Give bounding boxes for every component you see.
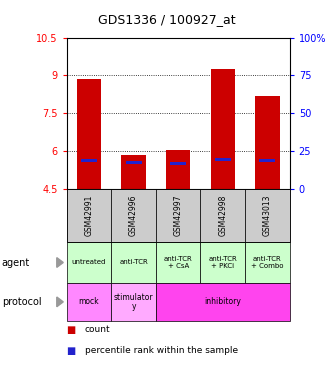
Bar — [166, 150, 190, 189]
Text: GSM43013: GSM43013 — [263, 195, 272, 236]
Text: ■: ■ — [67, 346, 76, 355]
Bar — [81, 159, 97, 162]
Text: anti-TCR: anti-TCR — [119, 260, 148, 266]
Text: inhibitory: inhibitory — [204, 297, 241, 306]
Text: untreated: untreated — [72, 260, 106, 266]
Bar — [215, 158, 231, 161]
Text: anti-TCR
+ CsA: anti-TCR + CsA — [164, 256, 192, 269]
Polygon shape — [57, 258, 63, 267]
Text: anti-TCR
+ PKCi: anti-TCR + PKCi — [208, 256, 237, 269]
Polygon shape — [57, 297, 63, 307]
Bar — [77, 79, 101, 189]
Text: stimulator
y: stimulator y — [114, 292, 153, 311]
Bar — [121, 155, 146, 189]
Text: GSM42996: GSM42996 — [129, 195, 138, 236]
Text: GSM42998: GSM42998 — [218, 195, 227, 236]
Text: GSM42997: GSM42997 — [173, 195, 183, 236]
Text: count: count — [85, 326, 111, 334]
Text: mock: mock — [79, 297, 99, 306]
Text: percentile rank within the sample: percentile rank within the sample — [85, 346, 238, 355]
Text: anti-TCR
+ Combo: anti-TCR + Combo — [251, 256, 284, 269]
Text: GSM42991: GSM42991 — [84, 195, 94, 236]
Bar — [259, 159, 275, 162]
Text: ■: ■ — [67, 325, 76, 335]
Text: agent: agent — [2, 258, 30, 267]
Text: protocol: protocol — [2, 297, 41, 307]
Bar — [255, 96, 280, 189]
Bar — [170, 162, 186, 165]
Text: GDS1336 / 100927_at: GDS1336 / 100927_at — [98, 13, 235, 26]
Bar — [210, 69, 235, 189]
Bar — [126, 160, 142, 164]
